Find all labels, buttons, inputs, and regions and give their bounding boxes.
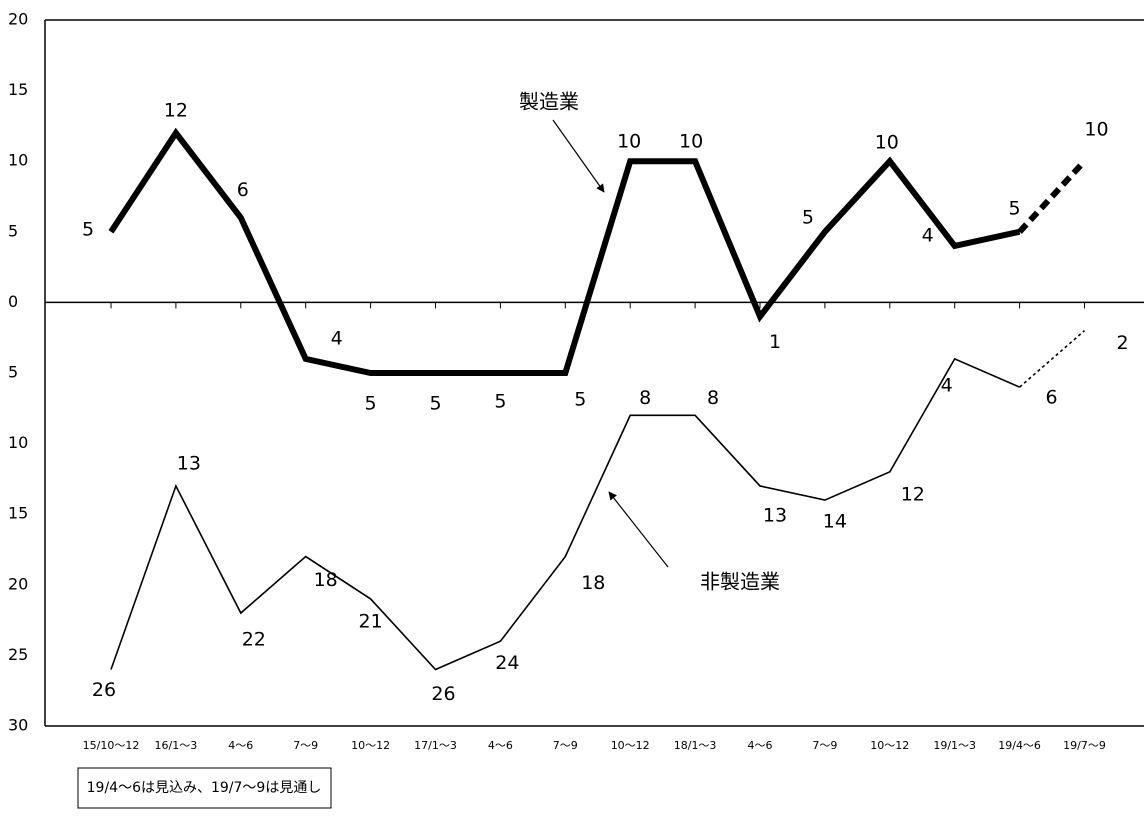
x-tick-label: 7～9 xyxy=(293,739,318,752)
note-box xyxy=(77,767,332,809)
x-tick-label: 10～12 xyxy=(351,739,390,752)
data-label: 1 xyxy=(769,331,781,353)
data-label: 5 xyxy=(429,393,441,415)
data-label: 21 xyxy=(359,610,383,632)
data-label: 10 xyxy=(617,131,641,153)
x-tick-label: 10～12 xyxy=(611,739,650,752)
data-label: 5 xyxy=(494,391,506,413)
data-label: 10 xyxy=(1084,119,1108,141)
series-line-forecast xyxy=(1017,159,1087,234)
data-label: 8 xyxy=(707,387,719,409)
data-label: 24 xyxy=(495,652,519,674)
data-label: 22 xyxy=(242,629,266,651)
data-label: 12 xyxy=(164,99,188,121)
x-tick-label: 19/7～9 xyxy=(1063,739,1106,752)
data-label: 5 xyxy=(82,218,94,240)
y-tick-label: 0 xyxy=(8,292,18,311)
series-line-forecast xyxy=(1019,330,1086,388)
y-tick-label: 25 xyxy=(8,645,28,664)
note: 19/4～6は見込み、19/7～9は見通し xyxy=(87,780,322,796)
data-label: 2 xyxy=(1116,332,1128,354)
x-tick-label: 4～6 xyxy=(748,739,773,752)
data-label: 14 xyxy=(823,511,847,533)
arrow xyxy=(608,491,669,568)
data-label: 10 xyxy=(875,132,899,154)
data-label: 6 xyxy=(237,179,249,201)
y-tick-label: 5 xyxy=(8,363,18,382)
x-tick-label: 10～12 xyxy=(870,739,909,752)
data-label: 5 xyxy=(1009,197,1021,219)
x-tick-label: 19/1～3 xyxy=(933,739,976,752)
y-tick-label: 20 xyxy=(8,574,28,593)
arrow xyxy=(552,119,605,193)
data-label: 5 xyxy=(802,206,814,228)
series-label: 製造業 xyxy=(519,90,579,114)
x-tick-label: 4～6 xyxy=(228,739,253,752)
data-label: 5 xyxy=(574,389,586,411)
data-label: 13 xyxy=(763,504,787,526)
data-label: 13 xyxy=(177,452,201,474)
x-tick-label: 7～9 xyxy=(812,739,837,752)
data-label: 26 xyxy=(92,679,116,701)
data-label: 18 xyxy=(314,569,338,591)
y-tick-label: 20 xyxy=(8,10,28,29)
data-label: 8 xyxy=(639,387,651,409)
data-label: 12 xyxy=(901,483,925,505)
y-tick-label: 15 xyxy=(8,80,28,99)
data-label: 4 xyxy=(331,327,343,349)
series-label: 非製造業 xyxy=(700,570,780,594)
x-tick-label: 7～9 xyxy=(553,739,578,752)
x-tick-label: 4～6 xyxy=(488,739,513,752)
x-tick-label: 19/4～6 xyxy=(998,739,1041,752)
series-line xyxy=(108,127,1021,376)
data-label: 4 xyxy=(922,224,934,246)
data-label: 10 xyxy=(679,131,703,153)
data-label: 6 xyxy=(1046,387,1058,409)
data-label: 4 xyxy=(941,374,953,396)
x-tick-label: 17/1～3 xyxy=(414,739,457,752)
y-tick-label: 10 xyxy=(8,433,28,452)
data-label: 26 xyxy=(431,683,455,705)
y-tick-label: 10 xyxy=(8,151,28,170)
data-label: 5 xyxy=(365,393,377,415)
series-line xyxy=(110,357,1020,671)
data-label: 18 xyxy=(581,572,605,594)
y-tick-label: 5 xyxy=(8,221,18,240)
x-tick-label: 18/1～3 xyxy=(674,739,717,752)
x-tick-label: 15/10～12 xyxy=(83,739,140,752)
x-tick-label: 16/1～3 xyxy=(155,739,198,752)
y-tick-label: 15 xyxy=(8,504,28,523)
y-tick-label: 30 xyxy=(8,716,28,735)
